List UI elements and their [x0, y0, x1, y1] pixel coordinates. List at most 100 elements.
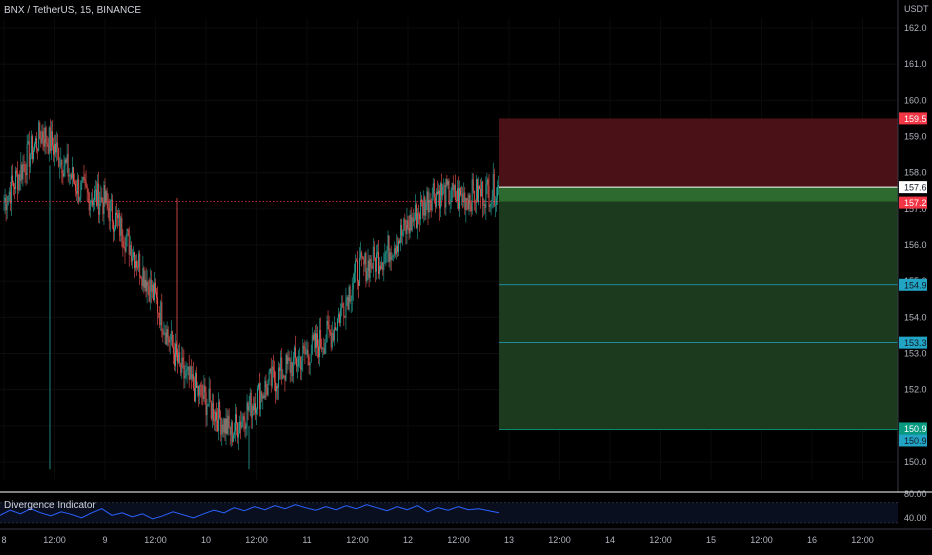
- candle-body: [253, 403, 255, 411]
- candle-body: [448, 180, 450, 205]
- candle-body: [110, 199, 112, 202]
- candle-body: [387, 235, 389, 251]
- candle-body: [211, 402, 213, 419]
- candle-body: [411, 217, 413, 231]
- candle-body: [323, 348, 325, 354]
- candle-body: [198, 385, 200, 396]
- candle-body: [79, 198, 81, 201]
- candle-body: [299, 356, 301, 358]
- candle-body: [288, 357, 290, 360]
- candle-body: [263, 395, 265, 399]
- time-tick: 12:00: [346, 535, 369, 545]
- candle-body: [88, 192, 90, 211]
- candle-body: [243, 416, 245, 421]
- price-axis[interactable]: USDT162.0161.0160.0159.0158.0157.0156.01…: [897, 0, 932, 550]
- candle-body: [443, 185, 445, 187]
- candle-body: [430, 202, 432, 211]
- candle-body: [383, 262, 385, 271]
- candle-body: [278, 367, 280, 388]
- candle-body: [125, 236, 127, 252]
- candle-body: [128, 230, 130, 255]
- candle-body: [207, 404, 209, 407]
- indicator-tick: 40.00: [904, 513, 927, 523]
- candle-body: [445, 179, 447, 208]
- candle-body: [373, 246, 375, 258]
- candle-body: [352, 282, 354, 290]
- candle-body: [446, 179, 448, 185]
- candle-body: [270, 368, 272, 386]
- candle-body: [242, 416, 244, 422]
- candle-body: [31, 136, 33, 160]
- candle-body: [45, 127, 47, 143]
- candle-body: [470, 203, 472, 212]
- candle-body: [308, 356, 310, 366]
- candle-body: [48, 127, 50, 154]
- candle-body: [309, 362, 311, 366]
- candle-body: [414, 204, 416, 220]
- candle-body: [249, 392, 251, 406]
- candle-body: [496, 186, 498, 199]
- time-axis[interactable]: 8 12:00 9 12:00 10 12:00 11 12:00 12 12:00 13 12:00…: [0, 528, 932, 545]
- candle-body: [471, 179, 473, 212]
- candle-body: [166, 329, 168, 345]
- candle-body: [210, 400, 212, 419]
- candle-body: [226, 418, 228, 434]
- candle-body: [8, 191, 10, 196]
- candle-body: [369, 258, 371, 278]
- candle-body: [441, 183, 443, 196]
- candle-body: [455, 199, 457, 202]
- candle-body: [5, 197, 7, 211]
- candle-body: [202, 395, 204, 399]
- price-tick: 150.0: [904, 457, 927, 467]
- candle-body: [188, 366, 190, 380]
- candle-body: [230, 422, 232, 436]
- candle-body: [232, 435, 234, 443]
- candle-body: [101, 197, 103, 203]
- candle-body: [384, 253, 386, 263]
- candle-body: [336, 329, 337, 331]
- candle-body: [337, 318, 338, 330]
- candle-body: [30, 136, 32, 155]
- candle-body: [203, 385, 205, 399]
- candle-body: [332, 333, 334, 341]
- candle-body: [37, 149, 39, 151]
- candle-body: [172, 346, 174, 354]
- candle-body: [303, 345, 305, 348]
- candle-body: [296, 358, 297, 367]
- candle-body: [258, 383, 260, 389]
- candle-body: [493, 173, 495, 206]
- candle-body: [268, 371, 270, 382]
- time-tick: 9: [102, 535, 107, 545]
- candle-body: [135, 261, 136, 269]
- candle-body: [20, 164, 22, 181]
- candle-body: [450, 199, 452, 203]
- candle-body: [305, 353, 307, 355]
- entry-zone: [499, 187, 898, 202]
- time-tick: 12:00: [447, 535, 470, 545]
- candle-body: [189, 366, 191, 380]
- candle-body: [28, 141, 30, 167]
- candle-body: [121, 217, 123, 242]
- candle-body: [343, 306, 345, 317]
- position-tool[interactable]: [499, 118, 898, 430]
- candle-body: [375, 253, 377, 272]
- candle-body: [406, 220, 408, 234]
- indicator-band: [0, 502, 898, 523]
- candle-body: [432, 183, 434, 194]
- candle-body: [487, 179, 489, 187]
- candle-body: [118, 213, 120, 219]
- candle-body: [38, 122, 40, 151]
- candle-body: [240, 421, 242, 428]
- candle-body: [72, 167, 74, 182]
- price-tick: 156.0: [904, 240, 927, 250]
- candle-body: [451, 182, 453, 200]
- candle-body: [459, 188, 461, 209]
- candle-body: [423, 196, 425, 216]
- candle-body: [144, 279, 146, 288]
- candle-body: [54, 143, 55, 155]
- candle-body: [440, 183, 442, 209]
- candle-body: [244, 420, 246, 429]
- candle-body: [429, 200, 431, 203]
